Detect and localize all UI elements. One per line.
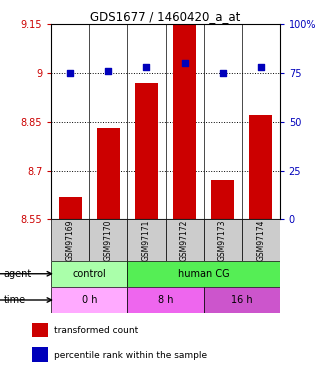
Point xyxy=(68,70,73,76)
Point xyxy=(106,68,111,74)
Text: 8 h: 8 h xyxy=(158,295,173,305)
Text: agent: agent xyxy=(3,269,31,279)
FancyBboxPatch shape xyxy=(204,219,242,261)
Bar xyxy=(32,323,48,338)
Text: human CG: human CG xyxy=(178,269,229,279)
Bar xyxy=(135,83,158,219)
FancyBboxPatch shape xyxy=(51,261,127,287)
Bar xyxy=(59,196,82,219)
Bar xyxy=(211,180,234,219)
Point xyxy=(144,64,149,70)
FancyBboxPatch shape xyxy=(242,219,280,261)
Text: GSM97173: GSM97173 xyxy=(218,219,227,261)
Bar xyxy=(97,128,120,219)
Bar xyxy=(173,24,196,219)
Text: percentile rank within the sample: percentile rank within the sample xyxy=(54,351,207,360)
Text: 16 h: 16 h xyxy=(231,295,253,305)
FancyBboxPatch shape xyxy=(127,287,204,313)
FancyBboxPatch shape xyxy=(204,287,280,313)
Bar xyxy=(32,348,48,362)
Bar xyxy=(249,116,272,219)
Text: control: control xyxy=(72,269,106,279)
FancyBboxPatch shape xyxy=(166,219,204,261)
Text: GSM97172: GSM97172 xyxy=(180,219,189,261)
Text: GSM97170: GSM97170 xyxy=(104,219,113,261)
Text: transformed count: transformed count xyxy=(54,326,138,335)
Text: GSM97169: GSM97169 xyxy=(66,219,75,261)
Text: GSM97171: GSM97171 xyxy=(142,219,151,261)
Text: 0 h: 0 h xyxy=(82,295,97,305)
FancyBboxPatch shape xyxy=(127,261,280,287)
FancyBboxPatch shape xyxy=(89,219,127,261)
FancyBboxPatch shape xyxy=(51,219,89,261)
FancyBboxPatch shape xyxy=(51,287,127,313)
Title: GDS1677 / 1460420_a_at: GDS1677 / 1460420_a_at xyxy=(90,10,241,23)
Point xyxy=(220,70,225,76)
Text: time: time xyxy=(3,295,25,305)
Text: GSM97174: GSM97174 xyxy=(256,219,265,261)
Point xyxy=(258,64,263,70)
FancyBboxPatch shape xyxy=(127,219,166,261)
Point xyxy=(182,60,187,66)
